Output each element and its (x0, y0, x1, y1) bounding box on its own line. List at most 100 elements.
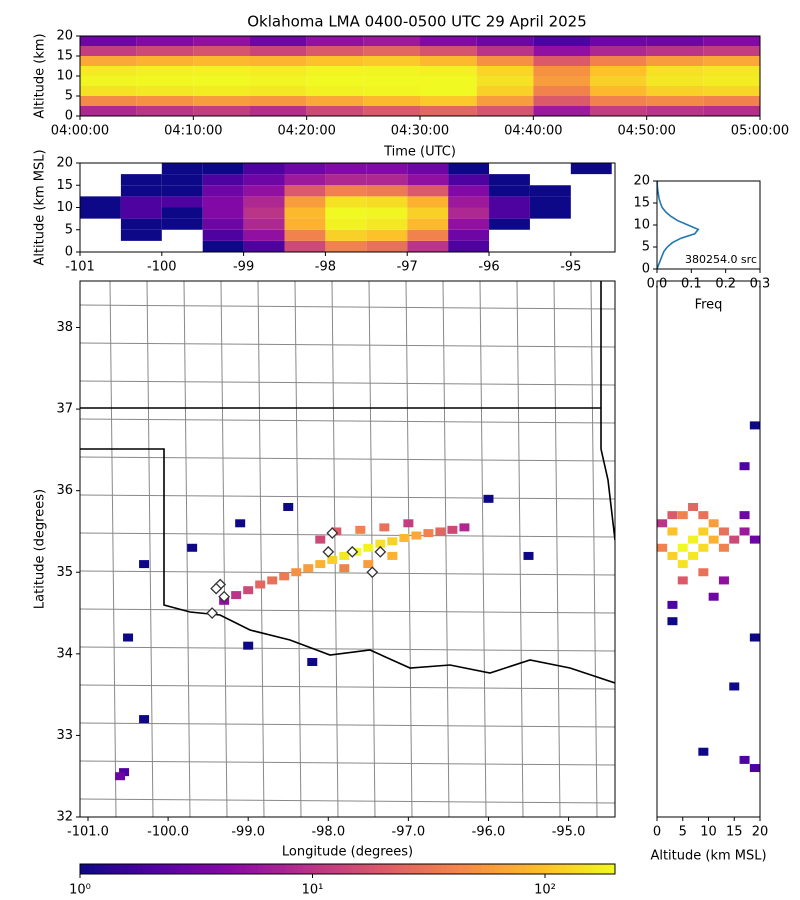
density-cell (729, 682, 740, 691)
colorbar-swatch (307, 864, 313, 874)
plot-frame (79, 280, 616, 818)
heat-cell (243, 196, 285, 208)
heat-cell (136, 46, 194, 56)
heat-cell (407, 207, 449, 219)
state-borders (80, 281, 615, 684)
density-cell (283, 502, 294, 511)
y-tick-label: 36 (56, 483, 73, 498)
density-cell (115, 772, 126, 781)
colorbar-swatch (253, 864, 259, 874)
station (206, 607, 219, 619)
x-tick-label: -98 (315, 260, 336, 275)
county-line (80, 456, 615, 462)
colorbar-swatch (445, 864, 451, 874)
heat-cell (161, 185, 203, 197)
y-tick-label: 15 (56, 178, 73, 193)
colorbar-swatch (329, 864, 335, 874)
heat-cell (703, 56, 760, 66)
heat-cell (202, 163, 244, 175)
colorbar-swatch (302, 864, 308, 874)
heat-cell (366, 229, 408, 241)
heat-cell (136, 86, 194, 96)
heat-cell (407, 196, 449, 208)
heat-cell (306, 96, 364, 106)
density-cell (363, 543, 374, 552)
heat-cell (250, 66, 307, 76)
county-line (553, 281, 561, 817)
heat-cell (646, 76, 704, 86)
colorbar-swatch (476, 864, 482, 874)
colorbar-swatch (227, 864, 233, 874)
heat-cell (284, 163, 326, 175)
county-line (257, 281, 265, 817)
colorbar-swatch (106, 864, 112, 874)
density-cell (667, 617, 678, 626)
heat-cell (420, 96, 477, 106)
heat-cell (366, 163, 408, 175)
heat-cell (284, 185, 326, 197)
heat-cell (80, 207, 121, 219)
colorbar-swatch (463, 864, 469, 874)
density-cell (411, 531, 422, 540)
heat-cell (489, 185, 530, 197)
density-cell (291, 568, 302, 577)
density-cell (187, 543, 198, 552)
colorbar-swatch (334, 864, 340, 874)
colorbar-swatch (164, 864, 170, 874)
colorbar-swatch (574, 864, 580, 874)
county-line (80, 380, 615, 386)
plot-frame (656, 280, 761, 818)
heat-cell (570, 163, 612, 175)
density-cell (667, 551, 678, 560)
station (346, 545, 359, 558)
station (374, 545, 387, 558)
county-line (109, 281, 117, 817)
y-tick-label: 32 (56, 810, 73, 825)
heat-cell (489, 207, 530, 219)
density-cell (459, 523, 470, 532)
heat-cell (533, 76, 590, 86)
heat-cell (193, 56, 250, 66)
heat-cell (306, 36, 364, 46)
colorbar-swatch (240, 864, 246, 874)
colorbar-swatch (124, 864, 130, 874)
colorbar-swatch (182, 864, 188, 874)
heat-cell (590, 36, 647, 46)
heat-cell (120, 174, 162, 186)
y-tick-label: 10 (633, 218, 650, 233)
colorbar-swatch (111, 864, 117, 874)
heat-cell (703, 76, 760, 86)
colorbar-swatch (521, 864, 527, 874)
colorbar-swatch (606, 864, 612, 874)
heat-cell (80, 96, 137, 106)
heat-cell (243, 240, 285, 252)
colorbar-swatch (360, 864, 366, 874)
colorbar-swatch (271, 864, 277, 874)
heat-cell (407, 229, 449, 241)
heat-cell (476, 56, 534, 66)
colorbar-swatch (432, 864, 438, 874)
heat-cell (325, 240, 367, 252)
heat-cell (533, 96, 590, 106)
colorbar-swatch (543, 864, 549, 874)
heat-cell (420, 86, 477, 96)
heat-cell (533, 56, 590, 66)
heat-cell (407, 174, 449, 186)
heat-cell (363, 96, 420, 106)
heat-cell (363, 46, 420, 56)
heat-cell (250, 106, 307, 116)
colorbar-swatch (311, 864, 317, 874)
heat-cell (306, 86, 364, 96)
heat-cell (448, 218, 490, 230)
map-base (80, 281, 615, 817)
heat-cell (120, 185, 162, 197)
colorbar-swatch (557, 864, 562, 874)
x-tick-label: 0.2 (715, 277, 736, 292)
county-line (80, 570, 615, 576)
density-cell (698, 568, 709, 577)
heat-cell (646, 106, 704, 116)
y-tick-label: 15 (633, 196, 650, 211)
density-cell (423, 529, 434, 538)
density-cell (739, 511, 750, 520)
colorbar-swatch (338, 864, 344, 874)
